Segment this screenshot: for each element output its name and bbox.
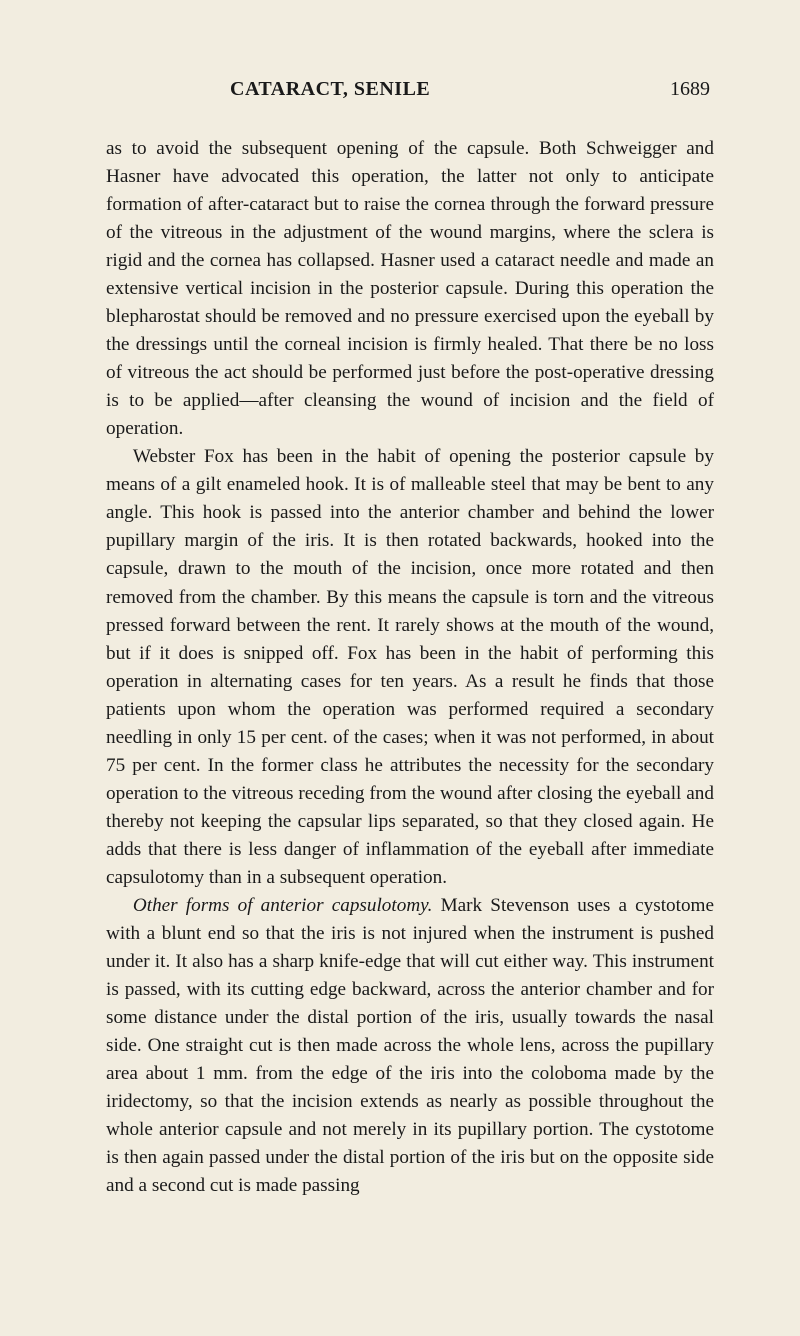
page-header: CATARACT, SENILE 1689 [106,78,714,101]
paragraph-1: as to avoid the subsequent opening of th… [106,135,714,443]
paragraph-3-lead: Other forms of anterior capsulotomy. [133,895,433,916]
paragraph-2: Webster Fox has been in the habit of ope… [106,443,714,892]
page-number: 1689 [670,78,710,101]
body-text: as to avoid the subsequent opening of th… [106,135,714,1200]
paragraph-3-rest: Mark Stevenson uses a cystotome with a b… [106,895,714,1196]
paragraph-3: Other forms of anterior capsulotomy. Mar… [106,892,714,1200]
page-header-title: CATARACT, SENILE [230,78,430,101]
